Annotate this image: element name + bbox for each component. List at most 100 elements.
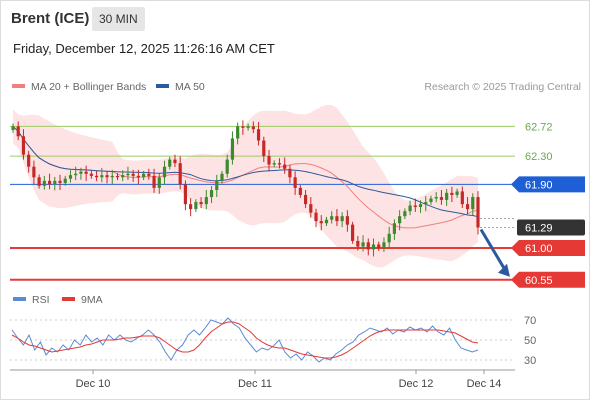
- candle: [283, 157, 287, 174]
- last-price-tag: [517, 219, 585, 236]
- legend-swatch-1: [156, 84, 169, 88]
- candle-body: [110, 175, 114, 178]
- candle: [136, 169, 140, 185]
- candle-body: [324, 219, 329, 224]
- candle-body: [319, 221, 323, 224]
- candle: [272, 160, 276, 168]
- candle-body: [142, 173, 146, 178]
- level-tag-2: [511, 176, 585, 193]
- candle-body: [377, 244, 381, 248]
- candle-body: [398, 216, 402, 224]
- candles: [11, 120, 480, 257]
- candle-body: [314, 212, 318, 222]
- candle-body: [209, 190, 214, 198]
- candle: [37, 174, 41, 189]
- candle: [241, 120, 245, 135]
- candle: [262, 136, 266, 163]
- candle: [115, 173, 120, 181]
- candle: [173, 154, 177, 168]
- candle: [147, 168, 151, 180]
- level-tag-4: [511, 239, 585, 256]
- candle: [121, 170, 125, 182]
- candle-body: [371, 244, 376, 250]
- candle-body: [136, 175, 140, 178]
- candle: [32, 160, 36, 185]
- candle: [194, 199, 198, 212]
- candle-body: [262, 140, 266, 157]
- candle-body: [183, 184, 188, 205]
- candle-body: [147, 173, 151, 176]
- instrument-title: Brent (ICE): [11, 10, 90, 27]
- candle-body: [157, 177, 161, 188]
- rsi-legend-swatch-1: [62, 297, 75, 301]
- candle: [100, 168, 104, 183]
- candle: [340, 212, 344, 228]
- candle: [47, 173, 52, 190]
- candle-body: [356, 240, 360, 247]
- candle-body: [335, 216, 339, 222]
- rsi-legend-label-1: 9MA: [81, 294, 103, 306]
- rsi-legend-swatch-0: [13, 297, 26, 301]
- candle: [199, 197, 203, 209]
- candle-body: [476, 197, 480, 228]
- candle-body: [246, 126, 250, 128]
- rsi-tick-label-70: 70: [524, 315, 536, 327]
- candle: [11, 123, 15, 133]
- candle-body: [450, 192, 454, 195]
- candle-body: [392, 223, 397, 234]
- candle: [246, 123, 250, 131]
- candle: [356, 235, 360, 251]
- candle: [471, 193, 475, 216]
- candle-body: [387, 233, 391, 243]
- candle-body: [418, 204, 423, 207]
- candle: [236, 122, 240, 145]
- candle: [366, 238, 370, 256]
- candle: [293, 171, 297, 195]
- candle: [303, 190, 308, 209]
- candle-body: [408, 205, 412, 212]
- candle: [413, 198, 417, 212]
- candle: [215, 174, 219, 198]
- candle-body: [434, 197, 438, 199]
- candle: [21, 129, 26, 160]
- candle: [168, 156, 172, 170]
- candle-body: [194, 202, 198, 210]
- last-price-label: 61.29: [525, 222, 553, 234]
- candle-body: [340, 216, 344, 222]
- candle: [105, 171, 109, 184]
- candle: [220, 170, 224, 184]
- candle-body: [100, 175, 104, 178]
- candle: [450, 186, 454, 203]
- candle-body: [21, 136, 26, 155]
- candle: [408, 200, 412, 216]
- candle-body: [230, 138, 235, 160]
- candle: [53, 176, 57, 191]
- candle: [345, 210, 349, 232]
- candle: [126, 166, 130, 181]
- candle: [403, 208, 407, 220]
- candle: [256, 122, 261, 146]
- candle: [251, 121, 255, 134]
- candle-body: [330, 216, 334, 220]
- candle-body: [27, 154, 31, 167]
- candle-body: [351, 224, 355, 241]
- candle-body: [445, 192, 449, 200]
- x-tick-label-0: Dec 10: [76, 378, 111, 390]
- candle-body: [16, 126, 20, 137]
- x-tick-label-2: Dec 12: [399, 378, 434, 390]
- candle-body: [37, 177, 41, 186]
- candle-body: [298, 187, 302, 195]
- candle-body: [68, 175, 73, 179]
- legend-swatch-0: [12, 84, 25, 88]
- candle: [277, 158, 282, 169]
- interval-button[interactable]: 30 MIN: [92, 7, 145, 31]
- candle-body: [256, 129, 261, 141]
- legend-label-0: MA 20 + Bollinger Bands: [31, 81, 146, 93]
- candle: [183, 180, 188, 211]
- research-watermark: Research © 2025 Trading Central: [424, 81, 581, 93]
- candle-body: [403, 211, 407, 217]
- candle-body: [53, 180, 57, 185]
- candle-body: [105, 175, 109, 178]
- candle-body: [168, 159, 172, 167]
